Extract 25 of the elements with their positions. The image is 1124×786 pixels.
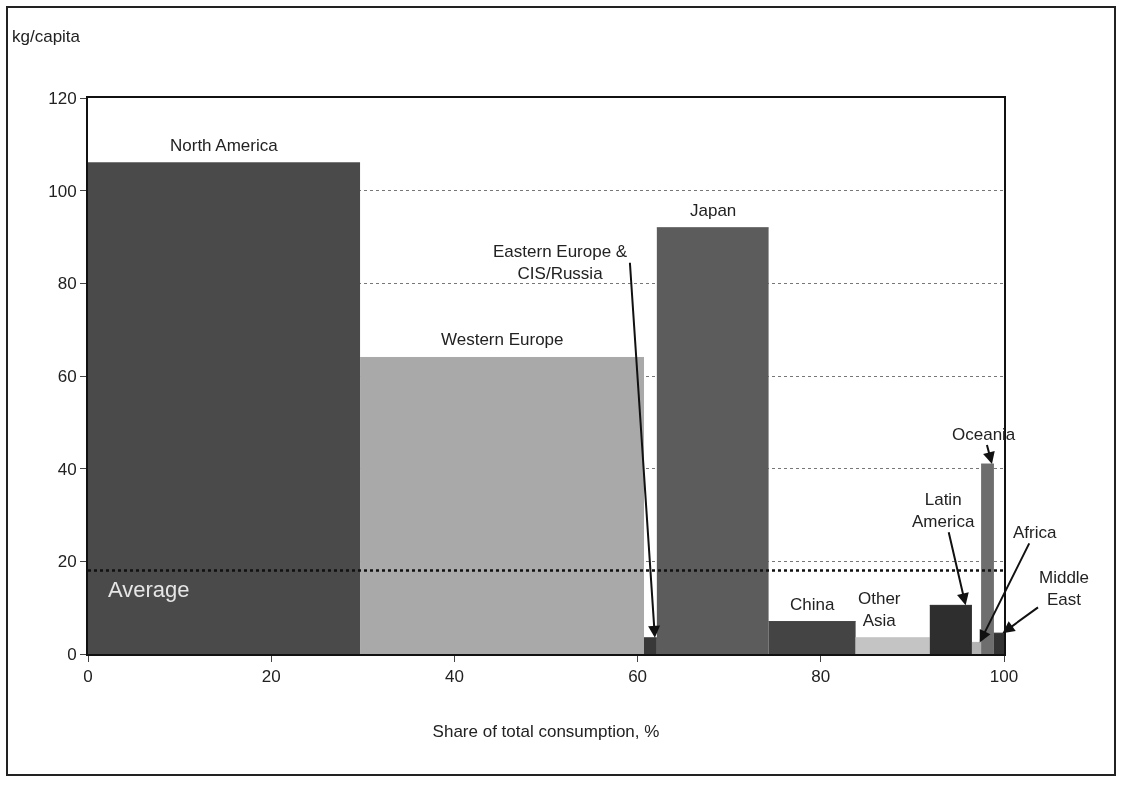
x-tick-label: 60 [628, 667, 648, 687]
x-tick-label: 20 [261, 667, 281, 687]
text: Latin America [912, 490, 975, 532]
text: Eastern Europe & CIS/Russia [493, 242, 628, 284]
text: Middle East [1039, 568, 1090, 610]
y-axis-title: kg/capita [12, 27, 81, 46]
y-tick-label: 0 [67, 644, 77, 664]
ref-line-label: Average [108, 577, 190, 602]
series-label: Western Europe [441, 330, 564, 349]
x-tick-label: 80 [811, 667, 831, 687]
y-tick-label: 120 [48, 88, 77, 108]
y-tick-label: 80 [57, 274, 77, 294]
y-tick-label: 60 [57, 366, 77, 386]
series-label: North America [170, 136, 279, 155]
series-label: Other Asia [858, 589, 901, 631]
text: Africa [1013, 523, 1057, 542]
y-tick-label: 40 [57, 459, 77, 479]
series-label: China [790, 595, 835, 614]
x-tick-label: 100 [989, 667, 1019, 687]
x-axis-title: Share of total consumption, % [432, 722, 660, 742]
series-label: Japan [690, 201, 737, 220]
y-tick-label: 20 [57, 552, 77, 572]
x-tick-label: 0 [83, 667, 93, 687]
x-tick-label: 40 [444, 667, 464, 687]
y-tick-label: 100 [48, 181, 77, 201]
